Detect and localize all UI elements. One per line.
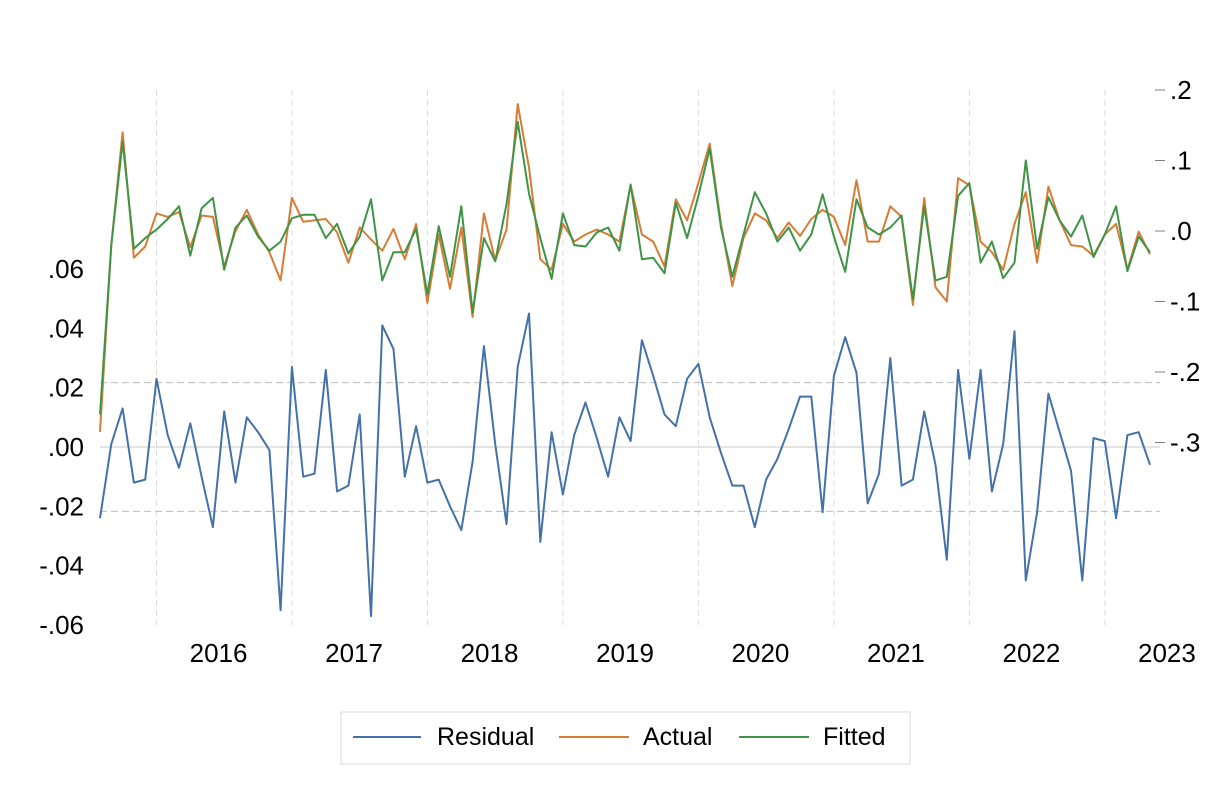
x-tick-label: 2018 — [461, 638, 519, 668]
left-tick-label: -.06 — [39, 610, 84, 640]
series-line-fitted — [99, 120, 1151, 415]
x-tick-label: 2016 — [190, 638, 248, 668]
left-tick-label: .00 — [48, 432, 84, 462]
right-tick-label: .0 — [1170, 216, 1192, 246]
x-tick-label: 2019 — [596, 638, 654, 668]
series-layer — [99, 103, 1151, 618]
legend-label-actual: Actual — [643, 723, 712, 751]
x-tick-label: 2017 — [325, 638, 383, 668]
right-tick-label: -.2 — [1170, 357, 1200, 387]
grid-layer — [100, 90, 1160, 625]
series-line-residual — [99, 312, 1151, 618]
left-axis: .06 .04 .02 .00 -.02 -.04 -.06 — [39, 254, 84, 640]
left-tick-label: .02 — [48, 373, 84, 403]
x-tick-label: 2023 — [1138, 638, 1196, 668]
x-tick-label: 2021 — [867, 638, 925, 668]
left-tick-label: .06 — [48, 254, 84, 284]
right-tick-label: .1 — [1170, 146, 1192, 176]
x-tick-label: 2022 — [1003, 638, 1061, 668]
legend-label-fitted: Fitted — [823, 723, 886, 751]
legend-label-residual: Residual — [437, 723, 534, 751]
left-tick-label: -.02 — [39, 491, 84, 521]
right-tick-label: -.1 — [1170, 287, 1200, 317]
left-tick-label: .04 — [48, 313, 84, 343]
legend: Residual Actual Fitted — [340, 711, 911, 765]
right-tick-label: .2 — [1170, 75, 1192, 105]
right-tick-label: -.3 — [1170, 428, 1200, 458]
x-tick-label: 2020 — [732, 638, 790, 668]
right-axis: .2 .1 .0 -.1 -.2 -.3 — [1155, 75, 1200, 458]
left-tick-label: -.04 — [39, 551, 84, 581]
x-axis: 2016 2017 2018 2019 2020 2021 2022 2023 — [190, 638, 1196, 668]
